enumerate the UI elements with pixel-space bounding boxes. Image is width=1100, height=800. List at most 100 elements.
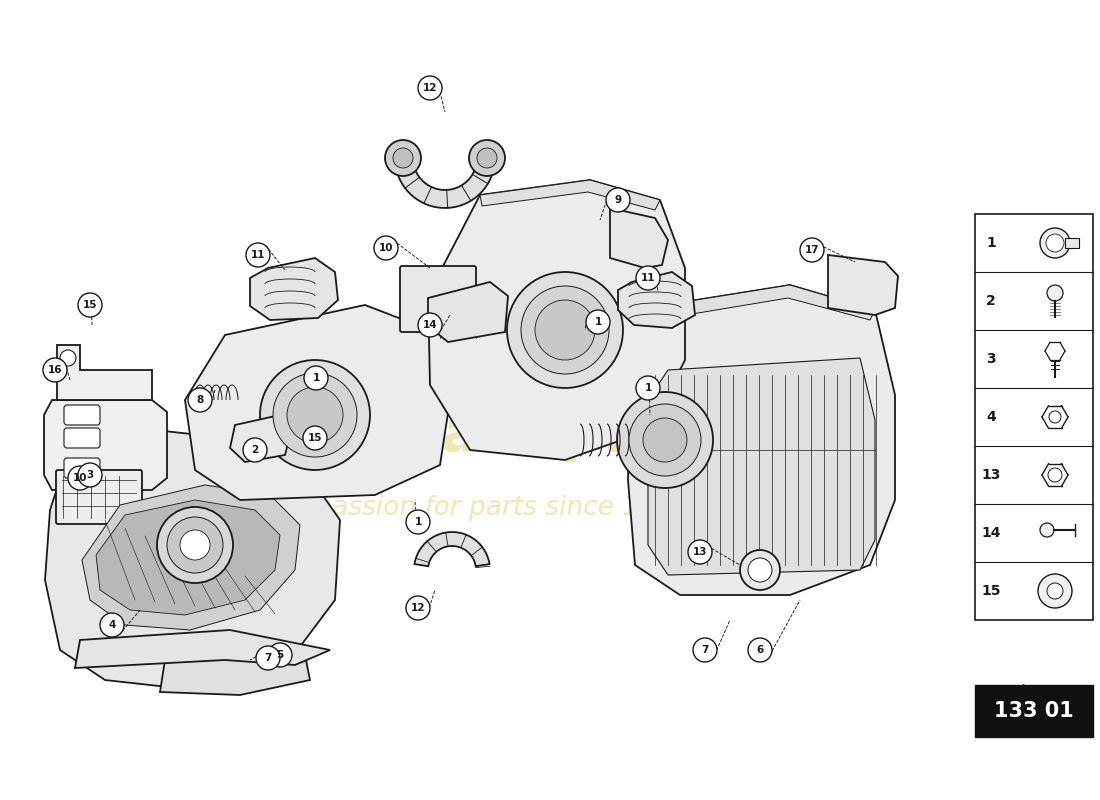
Circle shape: [644, 418, 688, 462]
Circle shape: [629, 404, 701, 476]
Circle shape: [78, 293, 102, 317]
Text: 9: 9: [615, 195, 622, 205]
Text: 8: 8: [197, 395, 204, 405]
Text: 13: 13: [693, 547, 707, 557]
Text: 1: 1: [312, 373, 320, 383]
Text: 1: 1: [415, 517, 421, 527]
Text: 7: 7: [702, 645, 708, 655]
Circle shape: [507, 272, 623, 388]
Text: 5: 5: [276, 650, 284, 660]
Text: 7: 7: [264, 653, 272, 663]
Circle shape: [688, 540, 712, 564]
Circle shape: [68, 466, 92, 490]
Polygon shape: [610, 208, 668, 268]
Circle shape: [374, 236, 398, 260]
Polygon shape: [82, 485, 300, 630]
Circle shape: [418, 76, 442, 100]
Circle shape: [393, 148, 412, 168]
Circle shape: [273, 373, 358, 457]
Polygon shape: [57, 345, 152, 400]
Circle shape: [1047, 583, 1063, 599]
Polygon shape: [160, 645, 310, 695]
Polygon shape: [428, 282, 508, 342]
Polygon shape: [428, 180, 685, 460]
Circle shape: [1049, 411, 1061, 423]
Text: 16: 16: [47, 365, 63, 375]
Text: 2: 2: [986, 294, 996, 308]
Bar: [975, 214, 1093, 620]
Circle shape: [287, 387, 343, 443]
Circle shape: [188, 388, 212, 412]
Text: 11: 11: [251, 250, 265, 260]
Text: 1: 1: [986, 236, 996, 250]
Polygon shape: [994, 685, 1072, 715]
Text: 2: 2: [252, 445, 258, 455]
Circle shape: [260, 360, 370, 470]
Text: 4: 4: [108, 620, 115, 630]
Polygon shape: [480, 180, 660, 210]
Circle shape: [1047, 285, 1063, 301]
Circle shape: [1048, 468, 1062, 482]
Text: 1: 1: [594, 317, 602, 327]
Circle shape: [1038, 574, 1072, 608]
Polygon shape: [250, 258, 338, 320]
Polygon shape: [648, 358, 874, 575]
Circle shape: [748, 638, 772, 662]
FancyBboxPatch shape: [64, 458, 100, 478]
Circle shape: [535, 300, 595, 360]
Text: 12: 12: [410, 603, 426, 613]
Circle shape: [800, 238, 824, 262]
Text: 4: 4: [986, 410, 996, 424]
Circle shape: [693, 638, 717, 662]
Text: 10: 10: [378, 243, 394, 253]
Circle shape: [385, 140, 421, 176]
Text: 10: 10: [73, 473, 87, 483]
Text: Euro Car Spares: Euro Car Spares: [239, 408, 741, 462]
Text: 6: 6: [757, 645, 763, 655]
Circle shape: [406, 596, 430, 620]
Circle shape: [606, 188, 630, 212]
Circle shape: [418, 313, 442, 337]
Text: 3: 3: [87, 470, 94, 480]
Circle shape: [521, 286, 609, 374]
Circle shape: [180, 530, 210, 560]
Circle shape: [1046, 234, 1064, 252]
Circle shape: [268, 643, 292, 667]
FancyBboxPatch shape: [400, 266, 476, 332]
Circle shape: [477, 148, 497, 168]
Polygon shape: [75, 630, 330, 668]
Text: 13: 13: [981, 468, 1001, 482]
Circle shape: [256, 646, 280, 670]
Circle shape: [406, 510, 430, 534]
Circle shape: [1040, 523, 1054, 537]
Text: 3: 3: [987, 352, 996, 366]
Text: 133 01: 133 01: [994, 701, 1074, 721]
Circle shape: [748, 558, 772, 582]
Circle shape: [243, 438, 267, 462]
Circle shape: [1040, 228, 1070, 258]
Text: 1: 1: [645, 383, 651, 393]
Text: 15: 15: [82, 300, 97, 310]
Polygon shape: [44, 400, 167, 490]
FancyBboxPatch shape: [64, 405, 100, 425]
Circle shape: [586, 310, 611, 334]
Circle shape: [636, 376, 660, 400]
Polygon shape: [828, 255, 898, 315]
Polygon shape: [395, 150, 495, 208]
Text: 14: 14: [981, 526, 1001, 540]
Text: 15: 15: [308, 433, 322, 443]
Bar: [975, 685, 1093, 737]
Polygon shape: [230, 415, 292, 462]
Polygon shape: [415, 532, 490, 566]
Circle shape: [157, 507, 233, 583]
Circle shape: [302, 426, 327, 450]
Circle shape: [469, 140, 505, 176]
Text: 11: 11: [640, 273, 656, 283]
Polygon shape: [628, 285, 895, 595]
Circle shape: [43, 358, 67, 382]
Circle shape: [740, 550, 780, 590]
Circle shape: [100, 613, 124, 637]
Text: a passion for parts since 1985: a passion for parts since 1985: [290, 495, 690, 521]
Circle shape: [304, 366, 328, 390]
Text: 14: 14: [422, 320, 438, 330]
